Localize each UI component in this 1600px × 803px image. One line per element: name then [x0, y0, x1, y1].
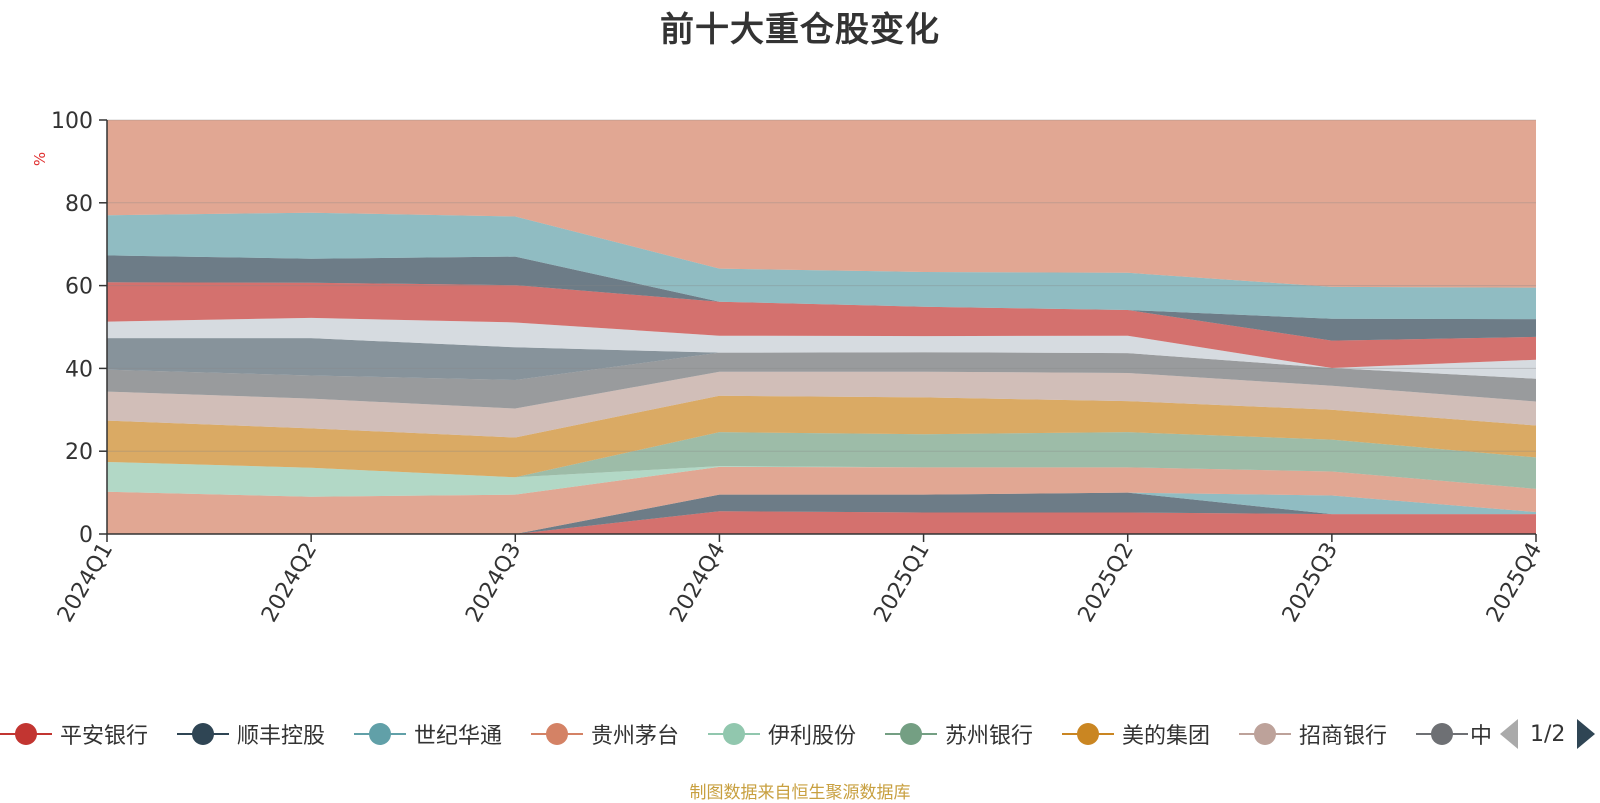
- chart-title: 前十大重仓股变化: [660, 10, 940, 50]
- legend-page-indicator: 1/2: [1530, 721, 1566, 747]
- legend-item-label: 世纪华通: [414, 724, 503, 749]
- legend-item-4[interactable]: 伊利股份: [708, 714, 856, 754]
- series-area-10: [107, 317, 1536, 379]
- legend-item-label: 平安银行: [60, 724, 149, 749]
- source-note: 制图数据来自恒生聚源数据库: [689, 783, 911, 803]
- legend-marker-icon: [885, 719, 937, 749]
- y-tick-label-5: 100: [51, 109, 93, 134]
- legend-item-label: 伊利股份: [768, 724, 857, 749]
- series-area-5: [107, 432, 1536, 489]
- series-area-3: [107, 466, 1536, 534]
- legend-item-7[interactable]: 招商银行: [1239, 714, 1387, 754]
- x-tick-label-2: 2024Q3: [461, 539, 526, 627]
- legend-item-label: 招商银行: [1299, 724, 1388, 749]
- x-tick-label-7: 2025Q4: [1482, 539, 1547, 627]
- legend-marker-icon: [0, 719, 52, 749]
- legend-item-3[interactable]: 贵州茅台: [531, 714, 679, 754]
- legend-marker-icon: [177, 719, 229, 749]
- legend-marker-icon: [354, 719, 406, 749]
- stacked-area-chart: 0 20 40 60 80 100 2024Q1 2024Q2 2024Q3 2024Q4 2025…: [51, 109, 1547, 627]
- series-area-8: [107, 352, 1536, 409]
- y-tick-label-1: 20: [65, 440, 93, 465]
- series-area-4: [107, 461, 1536, 497]
- legend-pager: 1/2: [1500, 714, 1596, 754]
- legend-item-label: 美的集团: [1122, 724, 1211, 749]
- x-tick-label-3: 2024Q4: [665, 539, 730, 627]
- legend-item-label: 中: [1469, 724, 1492, 749]
- series-area-12: [107, 255, 1536, 341]
- legend-item-label: 贵州茅台: [591, 724, 680, 749]
- x-tick-label-4: 2025Q1: [869, 539, 934, 627]
- y-tick-label-3: 60: [65, 275, 93, 300]
- y-tick-label-4: 80: [65, 192, 93, 217]
- legend-item-0[interactable]: 平安银行: [0, 714, 148, 754]
- x-tick-label-0: 2024Q1: [53, 539, 118, 627]
- series-area-13: [107, 212, 1536, 320]
- y-tick-label-0: 0: [79, 523, 93, 548]
- series-area-1: [107, 492, 1536, 534]
- x-tick-label-1: 2024Q2: [257, 539, 322, 627]
- x-tick-label-6: 2025Q3: [1278, 539, 1343, 627]
- legend-marker-icon: [531, 719, 583, 749]
- series-area-0: [107, 511, 1536, 534]
- legend-next-arrow-icon[interactable]: [1577, 719, 1596, 749]
- legend: 平安银行 顺丰控股 世纪华通 贵州茅台 伊利股份 苏州银行 美的集团 招商银行 中: [0, 714, 1600, 754]
- legend-item-6[interactable]: 美的集团: [1062, 714, 1210, 754]
- legend-item-label: 苏州银行: [945, 724, 1034, 749]
- legend-marker-icon: [708, 719, 760, 749]
- legend-prev-arrow-icon[interactable]: [1500, 719, 1518, 749]
- series-area-6: [107, 395, 1536, 478]
- legend-marker-icon: [1062, 719, 1114, 749]
- series-area-14: [107, 120, 1536, 288]
- series-area-9: [107, 338, 1536, 380]
- legend-item-1[interactable]: 顺丰控股: [177, 714, 325, 754]
- series-area-7: [107, 371, 1536, 438]
- y-tick-label-2: 40: [65, 357, 93, 382]
- legend-item-5[interactable]: 苏州银行: [885, 714, 1033, 754]
- legend-marker-icon: [1416, 719, 1468, 749]
- legend-item-2[interactable]: 世纪华通: [354, 714, 502, 754]
- x-tick-label-5: 2025Q2: [1074, 539, 1139, 627]
- legend-item-8[interactable]: 中: [1416, 714, 1492, 754]
- legend-marker-icon: [1239, 719, 1291, 749]
- legend-item-label: 顺丰控股: [237, 724, 326, 749]
- series-area-11: [107, 282, 1536, 368]
